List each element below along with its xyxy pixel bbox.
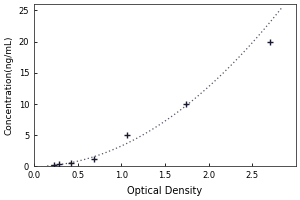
X-axis label: Optical Density: Optical Density — [128, 186, 202, 196]
Y-axis label: Concentration(ng/mL): Concentration(ng/mL) — [4, 36, 13, 135]
